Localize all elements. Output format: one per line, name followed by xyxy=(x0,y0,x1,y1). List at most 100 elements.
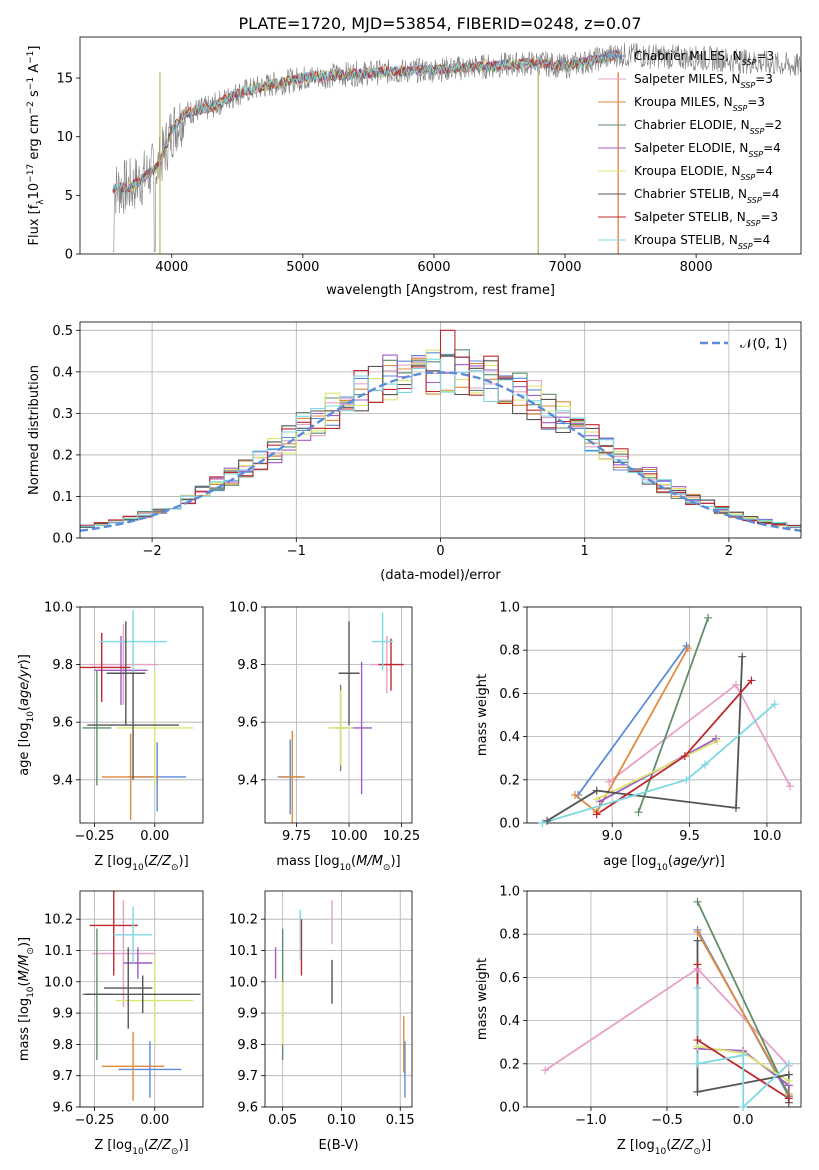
label-part: mass [log xyxy=(17,998,32,1061)
axis-label-y: mass weight xyxy=(475,674,490,756)
tick-label-x: 5000 xyxy=(286,260,319,275)
label-part: ⊙ xyxy=(171,863,179,873)
tick-label-y: 9.6 xyxy=(237,1101,258,1116)
weight-line xyxy=(696,901,790,1097)
axis-label-x: mass [log10(M/M⊙)] xyxy=(276,854,400,873)
label-part: M/M xyxy=(356,854,383,869)
label-part: 10 xyxy=(340,863,352,873)
weight-marker xyxy=(784,1094,793,1103)
label-part: )] xyxy=(17,654,32,664)
legend-label-sub: SSP xyxy=(747,196,762,205)
axis-label-x: Z [log10(Z/Z⊙)] xyxy=(94,1138,188,1157)
tick-label-y: 9.8 xyxy=(52,658,73,673)
legend-label-tail: =3 xyxy=(755,72,773,86)
weight-marker xyxy=(693,897,702,906)
label-part: Z/Z xyxy=(670,1138,694,1153)
axes-frame xyxy=(79,321,802,539)
figure-title: PLATE=1720, MJD=53854, FIBERID=0248, z=0… xyxy=(238,14,641,33)
axis-label-x: Z [log10(Z/Z⊙)] xyxy=(617,1138,711,1157)
tick-label-y: 9.4 xyxy=(237,773,258,788)
tick-label-y: 0.4 xyxy=(499,730,520,745)
weight-marker xyxy=(592,795,601,804)
label-part: ( xyxy=(144,1138,149,1153)
label-part: Z [log xyxy=(94,1138,132,1153)
legend-label: Salpeter ELODIE, NSSP=4 xyxy=(634,141,781,159)
tick-label-x: −2 xyxy=(143,544,162,559)
label-part: −2 xyxy=(26,101,36,114)
tick-label-y: 10.1 xyxy=(44,944,73,959)
tick-label-x: 4000 xyxy=(155,260,188,275)
weight-marker xyxy=(739,1103,748,1111)
label-part: ] xyxy=(27,46,42,51)
weight-marker xyxy=(570,790,579,799)
legend-label: Salpeter STELIB, NSSP=3 xyxy=(634,210,778,228)
weight-marker xyxy=(786,782,795,791)
tick-label-x: −0.5 xyxy=(651,1113,683,1128)
legend-label-sub: SSP xyxy=(741,81,756,90)
weight-marker xyxy=(693,1059,702,1068)
tick-label-x: 9.75 xyxy=(282,829,311,844)
grid xyxy=(265,606,412,823)
axes-frame xyxy=(264,606,413,824)
tick-label-y: 9.7 xyxy=(237,1069,258,1084)
label-part: ( xyxy=(668,854,673,869)
plot-area xyxy=(112,42,801,254)
tick-label-x: 0.00 xyxy=(140,1113,169,1128)
label-part: E(B-V) xyxy=(318,1138,358,1153)
axis-label-y: mass [log10(M/M⊙)] xyxy=(17,937,36,1061)
tick-label-y: 9.4 xyxy=(52,773,73,788)
grid xyxy=(527,890,801,1108)
legend-label-sub: SSP xyxy=(748,150,763,159)
legend-label-sub: SSP xyxy=(750,127,765,136)
tick-label-y: 9.6 xyxy=(52,716,73,731)
weight-marker xyxy=(682,775,691,784)
tick-label-x: 0.0 xyxy=(733,1113,754,1128)
label-part: −17 xyxy=(26,164,36,183)
tick-label-y: 9.7 xyxy=(52,1069,73,1084)
label-part: Z/Z xyxy=(148,854,172,869)
tick-label-y: 0.4 xyxy=(499,1014,520,1029)
legend-label-tail: =4 xyxy=(762,187,780,201)
legend-label: Chabrier MILES, NSSP=3 xyxy=(634,49,774,67)
label-part: ⊙ xyxy=(383,863,391,873)
label-part: ( xyxy=(666,1138,671,1153)
weight-line xyxy=(577,645,688,796)
gaussian-reference xyxy=(80,371,801,532)
weight-marker xyxy=(731,803,740,812)
tick-label-x: 10.25 xyxy=(383,829,420,844)
weight-marker xyxy=(592,786,601,795)
chart-z-weight: −1.0 −0.5 0.0 0.0 0.2 0.4 0.6 0.8 1.0 Z [log10(Z/… xyxy=(475,885,802,1157)
label-part: )] xyxy=(701,1138,711,1153)
tick-label-x: 1 xyxy=(581,544,589,559)
tick-label-y: 9.6 xyxy=(52,1101,73,1116)
axis-label-y: Flux [fλ10−17 erg cm−2 s−1 A−1] xyxy=(26,46,46,246)
label-part: M/M xyxy=(17,955,32,982)
tick-label-x: 0.05 xyxy=(268,1113,297,1128)
tick-label-y: 10.2 xyxy=(44,913,73,928)
tick-label-y: 9.8 xyxy=(52,1038,73,1053)
label-part: ( xyxy=(351,854,356,869)
legend-label: Kroupa STELIB, NSSP=4 xyxy=(634,233,770,251)
tick-label-y: 0.8 xyxy=(499,928,520,943)
tick-label-x: 0.15 xyxy=(386,1113,415,1128)
label-part: 10 xyxy=(26,986,36,998)
label-part: Z [log xyxy=(94,854,132,869)
axis-label-x: Z [log10(Z/Z⊙)] xyxy=(94,854,188,873)
tick-label-y: 0.3 xyxy=(52,407,73,422)
tick-label-y: 10.1 xyxy=(229,944,258,959)
tick-label-x: 0.00 xyxy=(140,829,169,844)
tick-label-x: 9.5 xyxy=(679,829,700,844)
weight-marker xyxy=(731,680,740,689)
legend-label-tail: =3 xyxy=(747,95,765,109)
weight-marker xyxy=(770,700,779,709)
chart-z-age: −0.25 0.009.49.69.810.0Z [log10(Z/Z⊙)]age… xyxy=(17,601,204,873)
label-part: erg cm xyxy=(27,114,42,163)
weight-marker xyxy=(543,816,552,825)
weight-marker xyxy=(634,808,643,817)
tick-label-y: 0.2 xyxy=(52,448,73,463)
chart-mass-age: 9.75 10.00 10.25 9.4 9.6 9.8 10.0 mass [log10(M… xyxy=(229,601,420,874)
label-part: )] xyxy=(715,854,725,869)
tick-label-y: 0.2 xyxy=(499,773,520,788)
tick-label-y: 9.9 xyxy=(52,1007,73,1022)
weight-marker xyxy=(711,734,720,743)
